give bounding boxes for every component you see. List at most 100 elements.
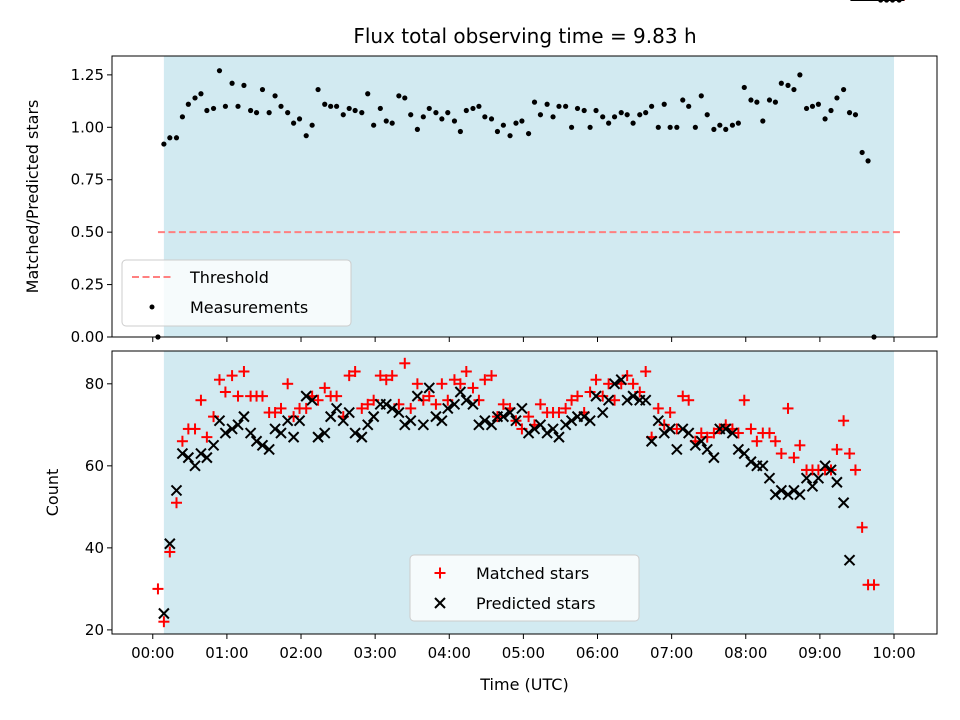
legend-measurements-label: Measurements	[190, 298, 308, 317]
measurement-point	[371, 122, 377, 128]
matched-star-point	[627, 378, 639, 390]
legend-predicted-label: Predicted stars	[476, 594, 596, 613]
matched-star-point	[763, 427, 775, 439]
y-tick-label: 0.25	[71, 276, 104, 294]
matched-star-point	[430, 398, 442, 410]
measurement-point	[291, 120, 297, 126]
matched-star-point	[436, 378, 448, 390]
measurement-point	[574, 105, 581, 112]
measurement-point	[852, 112, 859, 118]
measurement-point	[778, 80, 784, 86]
predicted-star-point	[547, 423, 559, 435]
measurement-point	[377, 105, 383, 112]
x-tick-label: 05:00	[502, 644, 545, 662]
x-tick-label: 09:00	[798, 644, 841, 662]
matched-star-point	[331, 390, 343, 402]
predicted-star-point	[170, 484, 183, 497]
predicted-star-point	[627, 390, 639, 402]
measurement-point	[420, 114, 426, 120]
predicted-star-point	[269, 423, 281, 435]
matched-star-point	[560, 402, 572, 414]
predicted-star-point	[226, 423, 238, 435]
matched-star-point	[343, 370, 355, 382]
matched-stars-points	[152, 0, 905, 628]
predicted-star-point	[584, 415, 596, 427]
matched-star-point	[232, 390, 244, 402]
predicted-stars-points	[158, 0, 905, 620]
predicted-star-point	[559, 419, 572, 431]
predicted-star-point	[164, 538, 176, 550]
measurement-point	[550, 114, 556, 120]
predicted-star-point	[386, 402, 398, 415]
counts-axes-frame	[111, 350, 938, 635]
measurement-point	[772, 99, 779, 105]
predicted-star-point	[250, 435, 263, 447]
matched-star-point	[571, 390, 583, 402]
matched-star-point	[849, 464, 861, 476]
predicted-star-point	[843, 554, 856, 566]
x-tick-label: 04:00	[428, 644, 471, 662]
measurement-point	[841, 86, 847, 93]
measurement-point	[531, 99, 538, 105]
ratio-x-ticks	[152, 337, 895, 342]
predicted-star-point	[380, 398, 392, 411]
predicted-star-point	[510, 415, 522, 427]
measurement-point	[766, 97, 773, 103]
measurement-point	[624, 112, 630, 118]
counts-y-ticks: 20 40 60 80	[85, 375, 112, 639]
matched-star-point	[467, 382, 479, 394]
predicted-star-point	[479, 415, 491, 427]
matched-star-point	[356, 402, 368, 414]
measurement-point	[692, 124, 698, 130]
predicted-star-point	[608, 378, 621, 390]
matched-star-point	[238, 366, 250, 378]
measurement-point	[433, 110, 439, 116]
predicted-star-point	[324, 410, 337, 423]
matched-star-point	[454, 378, 466, 390]
measurement-point	[285, 110, 291, 116]
predicted-star-point	[528, 423, 541, 435]
matched-star-point	[448, 374, 460, 386]
predicted-star-point	[195, 447, 207, 460]
measurement-point	[333, 103, 340, 109]
ratio-axes: 0.00 0.25 0.50 0.75 1.00 1.25 Matched/Predict…	[23, 0, 938, 346]
measurement-point	[445, 110, 451, 116]
measurement-point	[383, 118, 389, 124]
predicted-star-point	[671, 443, 683, 456]
matched-star-point	[417, 394, 429, 406]
predicted-star-point	[689, 439, 702, 452]
measurement-point	[803, 105, 810, 112]
predicted-star-point	[726, 427, 739, 439]
matched-star-point	[473, 394, 485, 406]
predicted-star-point	[312, 431, 324, 443]
matched-star-point	[738, 394, 750, 406]
predicted-star-point	[393, 406, 405, 419]
matched-star-point	[566, 394, 578, 406]
measurement-point	[785, 82, 791, 88]
legend-measurements-swatch	[149, 304, 155, 310]
matched-star-point	[282, 378, 294, 390]
matched-star-point	[226, 370, 238, 382]
predicted-star-point	[337, 415, 349, 427]
y-tick-label: 60	[85, 457, 104, 475]
measurement-point	[611, 114, 618, 120]
measurement-point	[581, 107, 587, 114]
predicted-star-point	[738, 447, 750, 460]
predicted-star-point	[287, 431, 300, 443]
measurement-point	[408, 112, 414, 118]
measurement-point	[606, 120, 612, 126]
matched-star-point	[708, 427, 720, 439]
predicted-star-point	[176, 447, 189, 460]
measurement-point	[593, 107, 599, 114]
legend-matched-label: Matched stars	[476, 564, 589, 583]
predicted-star-point	[590, 390, 602, 402]
predicted-star-point	[349, 427, 361, 439]
measurement-point	[865, 158, 871, 164]
predicted-star-point	[602, 394, 615, 406]
measurement-point	[241, 82, 247, 88]
measurement-point	[340, 112, 346, 118]
measurement-point	[717, 122, 723, 128]
chart-title: Flux total observing time = 9.83 h	[353, 24, 696, 48]
measurement-point	[198, 91, 204, 97]
matched-star-point	[349, 366, 361, 378]
